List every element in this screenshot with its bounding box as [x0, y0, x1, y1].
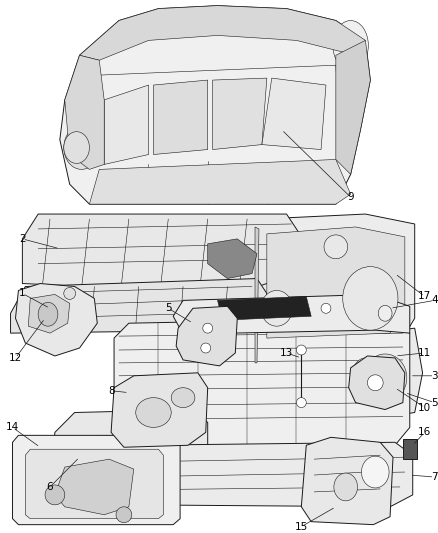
Polygon shape: [336, 41, 371, 174]
Text: 7: 7: [431, 472, 438, 482]
Ellipse shape: [297, 398, 306, 408]
Ellipse shape: [64, 126, 99, 169]
Polygon shape: [176, 306, 237, 366]
Polygon shape: [25, 449, 163, 519]
Polygon shape: [65, 55, 104, 169]
Polygon shape: [22, 214, 306, 294]
Polygon shape: [111, 373, 208, 447]
Polygon shape: [111, 442, 413, 507]
Polygon shape: [208, 239, 257, 279]
Ellipse shape: [378, 305, 392, 321]
Polygon shape: [301, 438, 393, 524]
Text: 16: 16: [418, 427, 431, 438]
Ellipse shape: [297, 345, 306, 355]
Text: 13: 13: [280, 348, 293, 358]
Ellipse shape: [116, 507, 132, 523]
Polygon shape: [114, 318, 410, 449]
Ellipse shape: [352, 358, 379, 398]
Text: 17: 17: [418, 292, 431, 302]
Ellipse shape: [334, 473, 357, 501]
Ellipse shape: [171, 387, 195, 408]
Polygon shape: [262, 78, 326, 150]
Text: 3: 3: [431, 371, 438, 381]
Polygon shape: [55, 459, 134, 515]
Ellipse shape: [64, 132, 89, 164]
Text: 14: 14: [6, 423, 19, 432]
Ellipse shape: [324, 235, 348, 259]
Ellipse shape: [333, 21, 368, 70]
Polygon shape: [80, 6, 365, 60]
Polygon shape: [173, 294, 410, 334]
Text: 6: 6: [47, 482, 53, 492]
Polygon shape: [89, 159, 351, 204]
Ellipse shape: [321, 303, 331, 313]
Text: 1: 1: [19, 288, 26, 298]
Text: 15: 15: [295, 522, 308, 531]
Polygon shape: [28, 294, 70, 333]
Ellipse shape: [136, 398, 171, 427]
Ellipse shape: [364, 354, 407, 401]
Text: 9: 9: [347, 192, 354, 202]
Text: 11: 11: [418, 348, 431, 358]
Polygon shape: [286, 328, 423, 423]
Text: 8: 8: [108, 386, 114, 395]
Polygon shape: [104, 85, 148, 165]
Ellipse shape: [64, 287, 76, 300]
Polygon shape: [153, 80, 208, 155]
Polygon shape: [218, 296, 311, 320]
Ellipse shape: [38, 302, 58, 326]
Polygon shape: [212, 78, 267, 150]
Ellipse shape: [201, 343, 211, 353]
Ellipse shape: [367, 375, 383, 391]
Polygon shape: [255, 227, 259, 363]
Ellipse shape: [203, 323, 212, 333]
Ellipse shape: [163, 398, 203, 427]
Polygon shape: [52, 409, 208, 477]
Ellipse shape: [261, 290, 293, 326]
Text: 5: 5: [431, 398, 438, 408]
Polygon shape: [255, 214, 415, 368]
Ellipse shape: [45, 485, 65, 505]
Polygon shape: [403, 439, 417, 459]
Text: 12: 12: [9, 353, 22, 363]
Text: 5: 5: [165, 303, 172, 313]
Polygon shape: [13, 435, 180, 524]
Polygon shape: [349, 356, 405, 409]
Polygon shape: [15, 284, 97, 356]
Ellipse shape: [343, 266, 398, 330]
Text: 10: 10: [418, 402, 431, 413]
Ellipse shape: [361, 456, 389, 488]
Text: 4: 4: [431, 295, 438, 305]
Polygon shape: [60, 6, 371, 204]
Polygon shape: [267, 227, 405, 338]
Polygon shape: [11, 279, 267, 333]
Text: 2: 2: [19, 234, 26, 244]
